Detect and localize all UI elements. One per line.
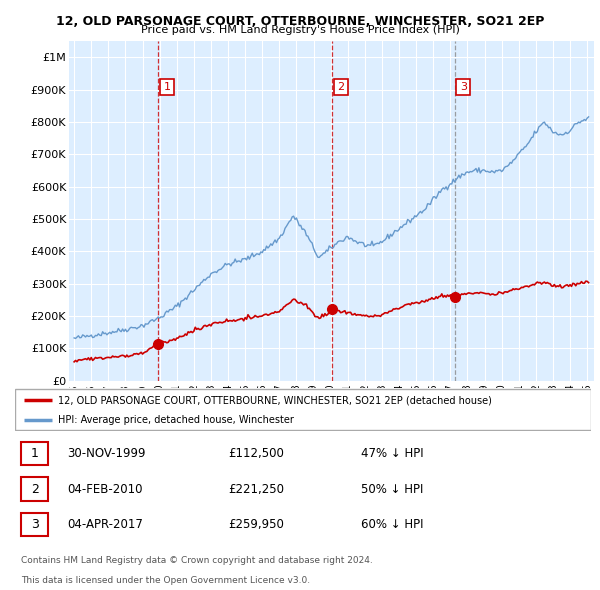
Text: 12, OLD PARSONAGE COURT, OTTERBOURNE, WINCHESTER, SO21 2EP: 12, OLD PARSONAGE COURT, OTTERBOURNE, WI… xyxy=(56,15,544,28)
Text: £259,950: £259,950 xyxy=(228,518,284,531)
Text: 04-APR-2017: 04-APR-2017 xyxy=(67,518,143,531)
Text: 1: 1 xyxy=(163,82,170,92)
Text: £221,250: £221,250 xyxy=(228,483,284,496)
FancyBboxPatch shape xyxy=(21,513,49,536)
Text: 3: 3 xyxy=(460,82,467,92)
Text: 1: 1 xyxy=(31,447,38,460)
Text: 2: 2 xyxy=(31,483,38,496)
Text: 3: 3 xyxy=(31,518,38,531)
Text: This data is licensed under the Open Government Licence v3.0.: This data is licensed under the Open Gov… xyxy=(21,576,310,585)
FancyBboxPatch shape xyxy=(21,477,49,501)
Text: £112,500: £112,500 xyxy=(228,447,284,460)
Text: 30-NOV-1999: 30-NOV-1999 xyxy=(67,447,145,460)
Text: 04-FEB-2010: 04-FEB-2010 xyxy=(67,483,142,496)
FancyBboxPatch shape xyxy=(21,442,49,466)
Text: HPI: Average price, detached house, Winchester: HPI: Average price, detached house, Winc… xyxy=(58,415,294,425)
Text: 2: 2 xyxy=(337,82,344,92)
Text: Contains HM Land Registry data © Crown copyright and database right 2024.: Contains HM Land Registry data © Crown c… xyxy=(21,556,373,565)
FancyBboxPatch shape xyxy=(15,389,591,430)
Text: Price paid vs. HM Land Registry's House Price Index (HPI): Price paid vs. HM Land Registry's House … xyxy=(140,25,460,35)
Text: 12, OLD PARSONAGE COURT, OTTERBOURNE, WINCHESTER, SO21 2EP (detached house): 12, OLD PARSONAGE COURT, OTTERBOURNE, WI… xyxy=(58,395,492,405)
Text: 60% ↓ HPI: 60% ↓ HPI xyxy=(361,518,423,531)
Text: 47% ↓ HPI: 47% ↓ HPI xyxy=(361,447,423,460)
Text: 50% ↓ HPI: 50% ↓ HPI xyxy=(361,483,423,496)
